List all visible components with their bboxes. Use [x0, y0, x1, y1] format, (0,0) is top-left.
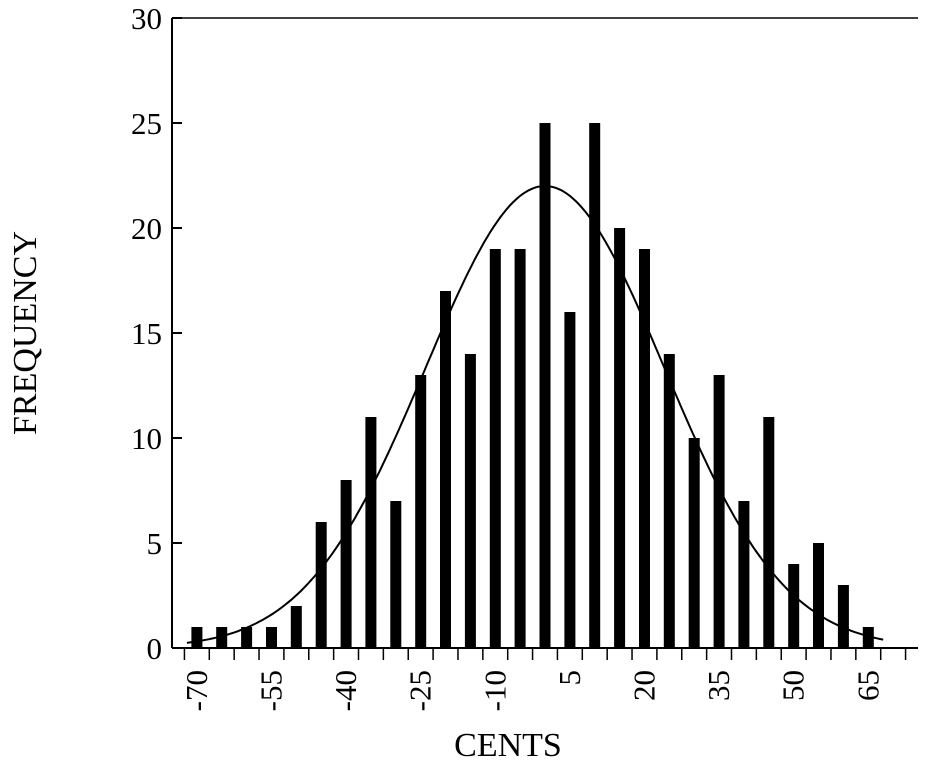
bar-12 [489, 249, 501, 648]
bar-18 [639, 249, 650, 648]
y-tick-label-5: 25 [131, 106, 162, 141]
bars-group [191, 123, 874, 648]
bar-16 [589, 123, 601, 648]
x-tick-label-4: -10 [477, 670, 512, 711]
bar-26 [837, 585, 849, 648]
bar-27 [862, 627, 874, 648]
bar-4 [290, 606, 302, 648]
x-tick-label-3: -25 [403, 670, 438, 711]
bar-19 [663, 354, 675, 648]
bar-20 [688, 438, 700, 648]
x-tick-label-2: -40 [328, 670, 363, 711]
y-tick-label-6: 30 [131, 1, 162, 36]
y-tick-label-1: 5 [147, 526, 163, 561]
bar-14 [539, 123, 551, 648]
normal-fit-curve [186, 184, 884, 644]
bar-3 [266, 627, 277, 648]
x-tick-label-9: 65 [850, 670, 885, 701]
bar-17 [614, 228, 626, 648]
y-axis-title: FREQUENCY [7, 231, 44, 435]
bar-2 [241, 627, 253, 648]
x-tick-label-6: 20 [627, 670, 662, 701]
y-ticks-group: 0 5 10 15 20 25 30 [131, 1, 182, 666]
bar-13 [514, 249, 526, 648]
x-ticks-group: -70 -55 -40 -25 -10 5 20 35 50 65 [179, 648, 907, 711]
bar-6 [340, 480, 352, 648]
bar-8 [390, 501, 402, 648]
bar-9 [415, 375, 427, 648]
bar-15 [564, 312, 576, 648]
bar-10 [440, 291, 451, 648]
y-tick-label-3: 15 [131, 316, 162, 351]
bar-24 [788, 564, 800, 648]
bar-0 [191, 627, 203, 648]
bar-7 [365, 417, 377, 648]
bar-23 [763, 417, 775, 648]
bar-11 [464, 354, 476, 648]
x-tick-label-1: -55 [254, 670, 289, 711]
y-tick-label-0: 0 [147, 631, 163, 666]
y-tick-label-2: 10 [131, 421, 162, 456]
x-tick-label-0: -70 [179, 670, 214, 711]
bar-5 [315, 522, 327, 648]
bar-25 [813, 543, 824, 648]
bar-21 [713, 375, 725, 648]
x-tick-label-5: 5 [552, 670, 587, 686]
x-tick-label-8: 50 [776, 670, 811, 701]
x-axis-title: CENTS [454, 727, 562, 764]
x-tick-label-7: 35 [701, 670, 736, 701]
y-tick-label-4: 20 [131, 211, 162, 246]
bar-1 [216, 627, 228, 648]
bar-22 [738, 501, 750, 648]
